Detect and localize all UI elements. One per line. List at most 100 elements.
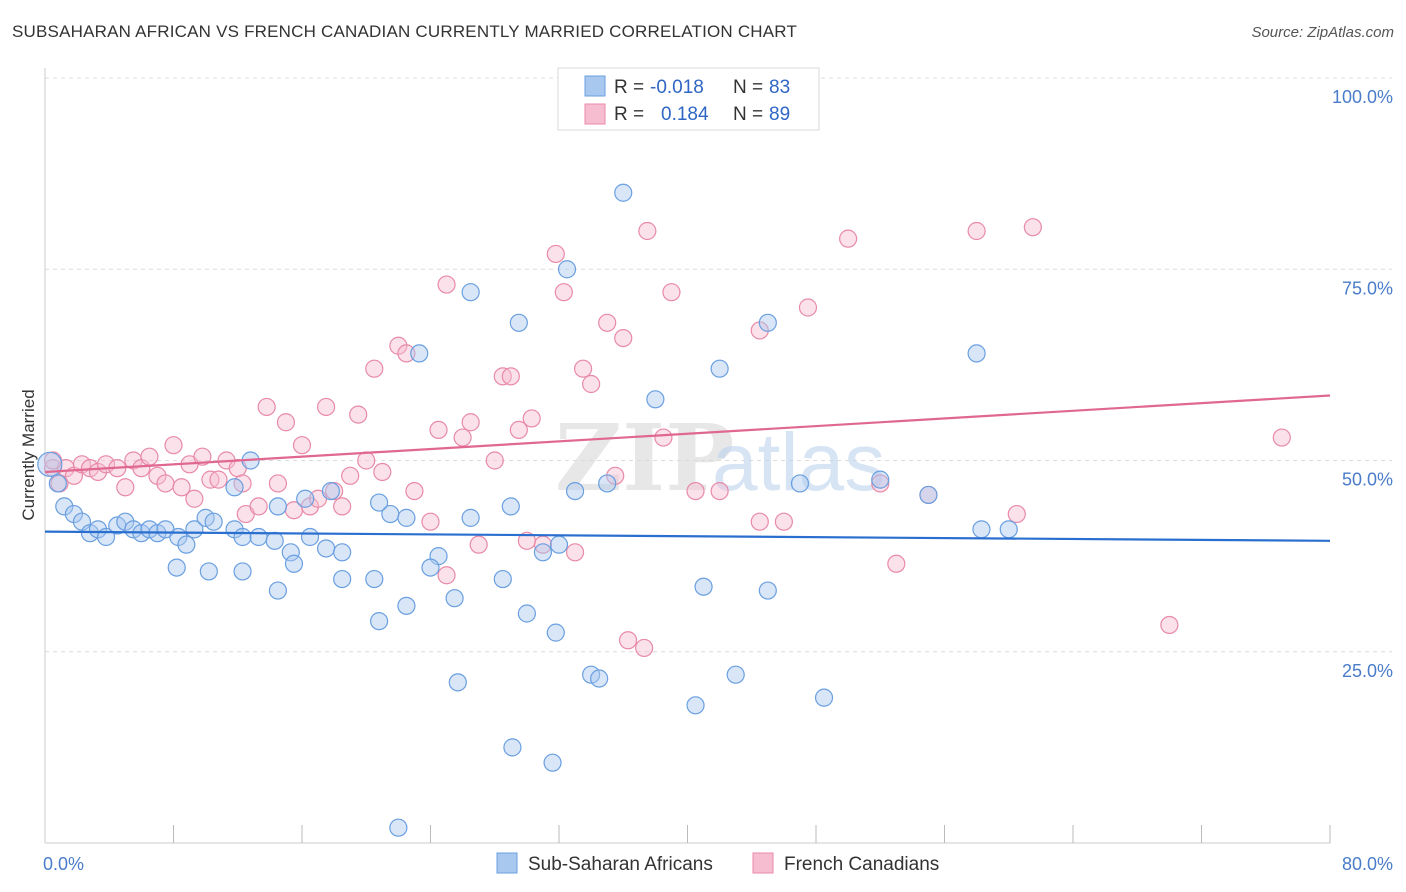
pink-point xyxy=(517,531,536,550)
blue-point xyxy=(694,577,713,596)
pink-point xyxy=(429,420,448,439)
pink-point xyxy=(554,283,573,302)
stats-n-value-pink: 89 xyxy=(769,104,790,125)
pink-point xyxy=(249,497,268,516)
y-axis-label: Currently Married xyxy=(19,389,38,520)
blue-point xyxy=(321,482,341,501)
pink-point xyxy=(316,397,336,417)
stats-legend: R = -0.018 N = 83 R = 0.184 N = 89 xyxy=(557,67,820,131)
y-tick-label-1: 50.0% xyxy=(1342,470,1393,490)
blue-point xyxy=(710,359,729,378)
blue-point xyxy=(448,673,467,692)
stats-r-value-pink: 0.184 xyxy=(661,104,709,125)
blue-point xyxy=(557,260,577,279)
blue-point xyxy=(501,497,520,516)
pink-point xyxy=(967,221,986,241)
pink-point xyxy=(509,420,528,439)
tick-labels: 25.0% 50.0% 75.0% 100.0% 0.0% 80.0% xyxy=(43,87,1393,874)
blue-point xyxy=(397,596,416,615)
legend-label-french-canadians: French Canadians xyxy=(784,854,939,875)
pink-point xyxy=(461,413,480,432)
pink-point xyxy=(1007,504,1026,524)
blue-point xyxy=(565,482,585,501)
blue-point xyxy=(509,313,528,332)
stats-n-label-pink: N = xyxy=(733,104,763,125)
trend-lines xyxy=(44,394,1331,542)
blue-point xyxy=(225,478,244,497)
blue-point xyxy=(265,531,284,550)
blue-point xyxy=(790,474,810,493)
blue-point xyxy=(919,485,938,505)
blue-point xyxy=(967,344,986,363)
blue-point xyxy=(249,527,268,547)
pink-point xyxy=(485,451,504,470)
pink-point xyxy=(357,451,376,470)
blue-point xyxy=(177,535,196,554)
blue-point xyxy=(389,818,408,837)
legend-label-sub-saharan-africans: Sub-Saharan Africans xyxy=(528,854,713,875)
blue-point xyxy=(204,512,223,531)
pink-point xyxy=(397,344,416,363)
pink-point xyxy=(614,329,633,348)
pink-point xyxy=(582,374,601,394)
chart-title: SUBSAHARAN AFRICAN VS FRENCH CANADIAN CU… xyxy=(12,22,798,41)
pink-point xyxy=(405,482,424,501)
y-tick-label-0: 25.0% xyxy=(1342,661,1393,681)
blue-point xyxy=(758,581,777,600)
blue-point xyxy=(461,508,480,527)
y-tick-label-2: 75.0% xyxy=(1342,278,1393,298)
pink-point xyxy=(341,466,360,485)
blue-point xyxy=(333,543,352,562)
pink-point xyxy=(710,482,729,501)
pink-point xyxy=(453,428,472,447)
stats-legend-pink-swatch xyxy=(584,103,606,125)
blue-point xyxy=(445,589,464,608)
blue-point xyxy=(296,489,315,508)
pink-point xyxy=(774,512,793,531)
axes xyxy=(44,68,1331,844)
pink-point xyxy=(618,631,638,650)
pink-point xyxy=(1272,428,1291,447)
pink-point xyxy=(292,436,312,455)
pink-point xyxy=(686,482,705,501)
pink-point xyxy=(469,535,488,554)
pink-point xyxy=(546,244,565,264)
blue-point xyxy=(871,470,890,489)
pink-point xyxy=(437,566,456,585)
pink-point xyxy=(268,474,288,493)
series-french-canadians xyxy=(43,218,1291,658)
series-legend: Sub-Saharan Africans French Canadians xyxy=(496,852,939,875)
blue-point xyxy=(281,543,300,562)
pink-point xyxy=(654,428,673,447)
blue-point xyxy=(365,569,384,589)
pink-point xyxy=(437,275,456,294)
stats-legend-blue-swatch xyxy=(584,75,606,97)
pink-point xyxy=(349,405,368,424)
stats-r-value-blue: -0.018 xyxy=(650,77,704,98)
pink-point xyxy=(662,283,681,302)
trend-line-sub-saharan-africans xyxy=(44,530,1331,542)
blue-point xyxy=(598,474,617,493)
blue-point xyxy=(614,183,633,202)
legend-swatch-french-canadians xyxy=(752,852,774,874)
pink-point xyxy=(573,359,593,378)
blue-point xyxy=(646,390,665,409)
blue-point xyxy=(55,497,74,516)
blue-point xyxy=(503,738,522,757)
blue-point xyxy=(686,696,705,715)
blue-point xyxy=(268,581,288,600)
stats-n-label-blue: N = xyxy=(733,77,763,98)
pink-point xyxy=(421,512,440,531)
blue-point xyxy=(48,474,67,493)
source-label: Source: ZipAtlas.com xyxy=(1251,24,1394,41)
x-tick-label-1: 80.0% xyxy=(1342,854,1393,874)
pink-point xyxy=(1160,615,1179,635)
blue-point xyxy=(199,562,218,581)
pink-point xyxy=(172,478,191,497)
pink-point xyxy=(116,478,135,497)
blue-point xyxy=(333,569,352,589)
legend-swatch-sub-saharan-africans xyxy=(496,852,518,874)
pink-point xyxy=(193,447,212,466)
stats-n-value-blue: 83 xyxy=(769,77,790,98)
